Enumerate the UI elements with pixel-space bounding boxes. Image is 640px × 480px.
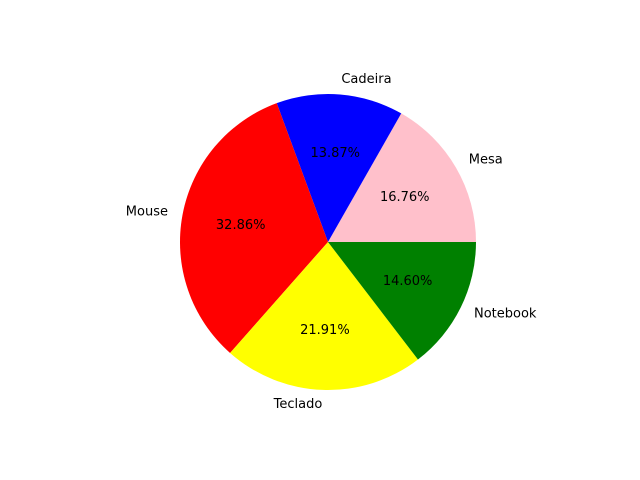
slice-label-teclado: Teclado	[273, 397, 323, 412]
slice-percent-mouse: 32.86%	[216, 218, 266, 233]
pie-slice-teclado	[230, 242, 418, 390]
slice-percent-cadeira: 13.87%	[310, 146, 360, 161]
pie-slice-mouse	[180, 103, 328, 353]
slice-percent-notebook: 14.60%	[383, 274, 433, 289]
slice-percent-teclado: 21.91%	[300, 323, 350, 338]
pie-slices	[180, 94, 477, 390]
pie-slice-mesa	[328, 113, 477, 242]
slice-label-notebook: Notebook	[474, 307, 537, 322]
pie-slice-cadeira	[276, 94, 402, 243]
pie-labels: Mesa 16.76% Cadeira 13.87% Mouse 32.86% Teclad…	[126, 72, 537, 412]
slice-percent-mesa: 16.76%	[380, 190, 430, 205]
slice-label-cadeira: Cadeira	[341, 72, 391, 87]
slice-label-mouse: Mouse	[126, 205, 168, 220]
slice-label-mesa: Mesa	[469, 153, 503, 168]
pie-slice-notebook	[328, 242, 476, 360]
